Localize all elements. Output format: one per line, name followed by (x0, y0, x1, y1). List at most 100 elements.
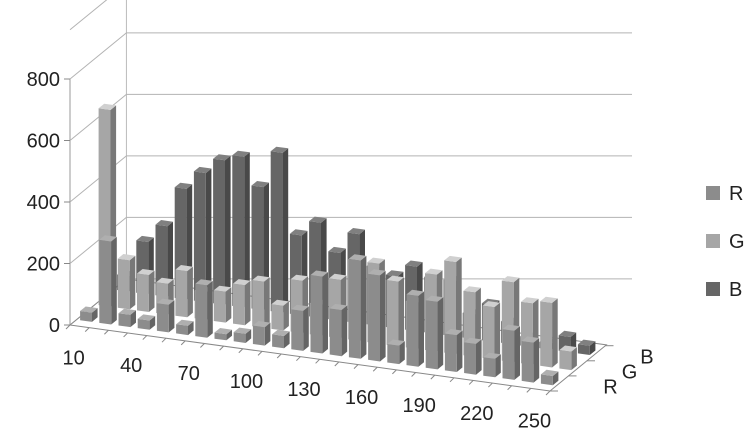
bar (540, 369, 559, 386)
x-tick-mark (276, 353, 282, 359)
legend: R G B (706, 183, 745, 301)
bar (176, 319, 194, 336)
legend-swatch (706, 234, 720, 248)
x-tick-mark (296, 356, 301, 362)
bar (482, 301, 501, 360)
y-tick-label: 0 (49, 315, 60, 337)
bar (214, 328, 232, 341)
y-axis-ticks: 0 200 400 600 800 (27, 69, 70, 337)
x-tick-label: 70 (178, 363, 200, 385)
legend-label: G (729, 231, 745, 253)
depth-label: G (622, 361, 638, 383)
bar (195, 279, 213, 338)
bar (502, 324, 520, 380)
bar (137, 269, 155, 312)
x-tick-mark (257, 351, 263, 356)
bar (175, 265, 193, 318)
x-tick-mark (372, 366, 378, 372)
x-tick-mark (84, 327, 90, 332)
x-tick-mark (315, 358, 320, 364)
bar (80, 306, 98, 322)
bar (233, 279, 251, 326)
bar (559, 345, 577, 371)
bar (232, 150, 250, 308)
bar (425, 295, 444, 370)
x-tick-mark (65, 324, 71, 330)
bar (137, 314, 156, 330)
bar (310, 270, 328, 354)
x-tick-mark (353, 364, 359, 369)
x-tick-mark (180, 340, 186, 346)
x-tick-mark (123, 332, 128, 338)
x-tick-mark (449, 377, 455, 383)
x-tick-mark (411, 372, 416, 377)
x-tick-mark (142, 335, 148, 340)
y-tick-label: 600 (27, 131, 60, 153)
bar (213, 154, 231, 305)
bar (156, 298, 175, 333)
bar (406, 289, 424, 367)
x-tick-label: 250 (518, 411, 551, 428)
bar (99, 235, 117, 325)
legend-label: R (729, 183, 743, 205)
bar (291, 304, 309, 351)
x-tick-label: 190 (403, 395, 436, 417)
depth-axis-labels: RGB (603, 346, 653, 398)
bar (444, 328, 463, 372)
gridline (69, 32, 632, 80)
y-tick-label: 200 (27, 254, 60, 276)
y-tick-label: 800 (27, 69, 60, 91)
gridline (69, 155, 632, 203)
gridline (69, 216, 632, 264)
gridline (69, 93, 632, 141)
bar (118, 308, 136, 328)
x-tick-mark (468, 380, 474, 385)
bar (577, 339, 596, 355)
y-tick-label: 400 (27, 192, 60, 214)
x-tick-mark (392, 369, 397, 375)
x-tick-label: 10 (62, 347, 84, 369)
bar (271, 299, 289, 331)
gridline (69, 0, 108, 31)
x-tick-mark (104, 329, 109, 335)
depth-label: R (603, 376, 617, 398)
bar (193, 166, 212, 303)
depth-label: B (640, 346, 653, 368)
x-axis-ticks: 10 40 70 100 130 160 190 220 250 (62, 347, 551, 428)
bar (348, 254, 367, 359)
x-tick-mark (488, 382, 493, 388)
bar (252, 321, 271, 346)
bars (80, 103, 596, 386)
bar (521, 336, 540, 383)
x-tick-mark (219, 345, 224, 351)
bar (464, 337, 482, 375)
bar (272, 329, 290, 349)
bar (387, 339, 405, 365)
legend-swatch (706, 282, 720, 296)
x-tick-mark (334, 361, 340, 367)
x-tick-mark (161, 337, 167, 343)
legend-label: B (729, 279, 742, 301)
bar (252, 275, 270, 328)
x-tick-mark (200, 343, 205, 348)
x-tick-label: 160 (345, 387, 378, 409)
bar (483, 352, 501, 378)
bar (270, 146, 289, 313)
x-tick-mark (238, 348, 244, 354)
bar (540, 296, 558, 368)
x-tick-mark (430, 374, 436, 380)
x-tick-label: 100 (230, 371, 263, 393)
x-tick-label: 220 (460, 403, 493, 425)
bar (117, 254, 136, 310)
bar (368, 269, 386, 362)
x-tick-mark (507, 385, 512, 391)
bar (213, 285, 232, 323)
bar (233, 327, 252, 343)
x-tick-label: 40 (120, 355, 142, 377)
x-tick-label: 130 (287, 379, 320, 401)
x-tick-mark (526, 388, 532, 393)
x-tick-mark (545, 390, 551, 396)
bar (386, 275, 405, 347)
legend-swatch (706, 186, 720, 200)
